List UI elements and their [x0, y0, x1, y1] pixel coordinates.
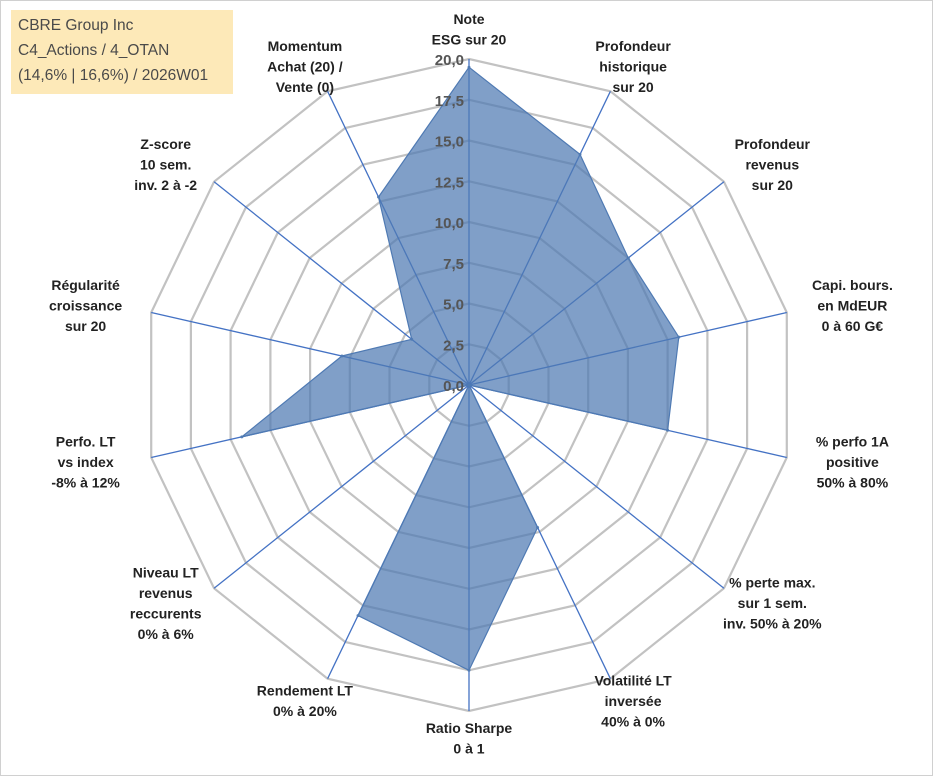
axis-label-11-line-2: sur 20 — [65, 318, 106, 334]
axis-label-0: Note ESG sur 20 — [432, 11, 507, 48]
tick-label-0: 0,0 — [443, 378, 464, 395]
data-point-7 — [467, 668, 471, 672]
axis-label-3-line-2: 0 à 60 G€ — [822, 318, 884, 334]
axis-label-12-line-1: 10 sem. — [140, 156, 191, 172]
axis-label-2-line-0: Profondeur — [735, 136, 811, 152]
spoke-5 — [468, 384, 725, 589]
axis-label-10-line-1: vs index — [58, 454, 114, 470]
performance-stats: (14,6% | 16,6%) / 2026W01 — [18, 67, 209, 84]
data-point-1 — [578, 152, 582, 156]
axis-label-4-line-1: positive — [826, 454, 879, 470]
axis-label-7: Ratio Sharpe 0 à 1 — [426, 720, 513, 757]
axis-label-12-line-2: inv. 2 à -2 — [134, 177, 197, 193]
axis-label-13: Momentum Achat (20) / Vente (0) — [267, 38, 343, 95]
axis-label-1-line-0: Profondeur — [595, 38, 671, 54]
axis-label-13-line-0: Momentum — [268, 38, 343, 54]
data-point-12 — [410, 337, 414, 341]
axis-label-8: Rendement LT 0% à 20% — [257, 683, 354, 720]
axis-label-10-line-2: -8% à 12% — [51, 475, 120, 491]
axis-label-9: Niveau LT revenus reccurents 0% à 6% — [130, 565, 202, 643]
spoke-9 — [213, 384, 470, 589]
axis-label-3: Capi. bours. en MdEUR 0 à 60 G€ — [812, 277, 893, 334]
data-point-0 — [467, 65, 471, 69]
axis-label-9-line-2: reccurents — [130, 606, 202, 622]
data-point-2 — [626, 256, 630, 260]
axis-label-2: Profondeur revenus sur 20 — [735, 136, 811, 193]
axis-label-8-line-0: Rendement LT — [257, 683, 354, 699]
data-point-8 — [356, 614, 360, 618]
tick-label-2: 5,0 — [443, 297, 464, 314]
portfolio-name: C4_Actions / 4_OTAN — [18, 42, 170, 59]
data-point-3 — [677, 335, 681, 339]
axis-label-3-line-1: en MdEUR — [817, 297, 887, 313]
tick-label-6: 15,0 — [435, 134, 464, 151]
axis-label-11-line-1: croissance — [49, 297, 122, 313]
axis-label-1-line-1: historique — [599, 59, 667, 75]
axis-label-4: % perfo 1A positive 50% à 80% — [816, 434, 889, 491]
axis-label-13-line-1: Achat (20) / — [267, 59, 343, 75]
axis-label-5-line-2: inv. 50% à 20% — [723, 616, 822, 632]
data-point-13 — [377, 195, 380, 199]
axis-label-5: % perte max. sur 1 sem. inv. 50% à 20% — [723, 575, 822, 632]
axis-label-11-line-0: Régularité — [51, 277, 120, 293]
axis-label-13-line-2: Vente (0) — [276, 79, 334, 95]
axis-label-12-line-0: Z-score — [140, 136, 191, 152]
data-point-10 — [240, 435, 244, 439]
axis-label-6: Volatilité LT inversée 40% à 0% — [594, 672, 672, 729]
axis-label-2-line-1: revenus — [745, 156, 799, 172]
tick-label-4: 10,0 — [435, 215, 464, 232]
axis-label-7-line-0: Ratio Sharpe — [426, 720, 513, 736]
axis-label-9-line-0: Niveau LT — [133, 565, 199, 581]
axis-label-6-line-1: inversée — [605, 693, 662, 709]
axis-label-9-line-1: revenus — [139, 585, 193, 601]
axis-label-10: Perfo. LT vs index -8% à 12% — [51, 434, 120, 491]
tick-label-3: 7,5 — [443, 256, 464, 273]
axis-label-0-line-1: ESG sur 20 — [432, 32, 507, 48]
tick-label-8: 20,0 — [435, 52, 464, 69]
data-point-6 — [536, 526, 540, 529]
axis-label-6-line-0: Volatilité LT — [594, 672, 672, 688]
axis-label-5-line-1: sur 1 sem. — [738, 595, 807, 611]
tick-label-7: 17,5 — [435, 93, 464, 110]
axis-label-9-line-3: 0% à 6% — [138, 626, 195, 642]
axis-label-7-line-1: 0 à 1 — [453, 741, 484, 757]
axis-label-8-line-1: 0% à 20% — [273, 703, 337, 719]
data-point-11 — [340, 354, 344, 358]
axis-label-4-line-0: % perfo 1A — [816, 434, 889, 450]
axis-label-12: Z-score 10 sem. inv. 2 à -2 — [134, 136, 197, 193]
tick-label-1: 2,5 — [443, 337, 464, 354]
axis-label-10-line-0: Perfo. LT — [56, 434, 116, 450]
info-box: CBRE Group Inc C4_Actions / 4_OTAN (14,6… — [11, 10, 233, 94]
tick-label-5: 12,5 — [435, 174, 464, 191]
axis-label-2-line-2: sur 20 — [752, 177, 793, 193]
axis-label-1-line-2: sur 20 — [612, 79, 653, 95]
axis-label-1: Profondeur historique sur 20 — [595, 38, 671, 95]
company-name: CBRE Group Inc — [18, 17, 134, 34]
axis-label-4-line-2: 50% à 80% — [817, 475, 889, 491]
data-point-9 — [467, 383, 471, 387]
axis-label-0-line-0: Note — [453, 11, 484, 27]
axis-label-5-line-0: % perte max. — [729, 575, 815, 591]
axis-label-6-line-2: 40% à 0% — [601, 713, 665, 729]
data-point-4 — [666, 428, 670, 432]
axis-label-3-line-0: Capi. bours. — [812, 277, 893, 293]
axis-label-11: Régularité croissance sur 20 — [49, 277, 122, 334]
